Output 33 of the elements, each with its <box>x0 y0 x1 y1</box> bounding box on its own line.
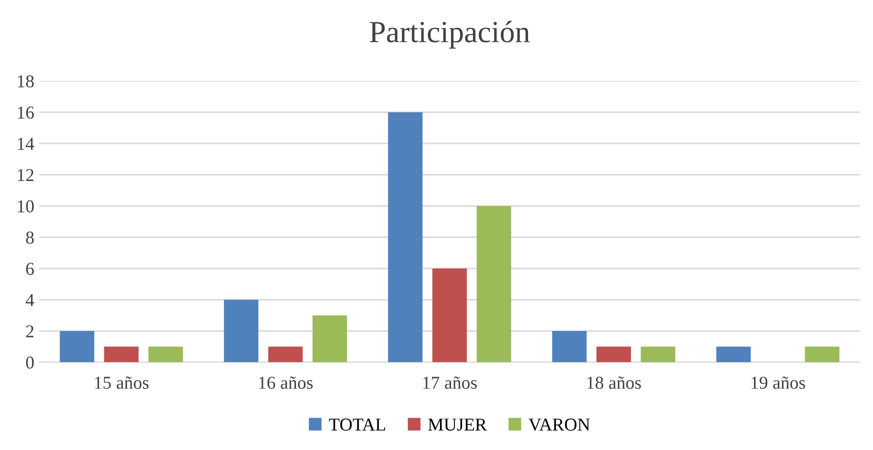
legend-label: TOTAL <box>329 418 386 431</box>
legend-label: VARON <box>528 418 590 431</box>
y-tick-label: 12 <box>18 169 34 182</box>
bar <box>432 268 467 362</box>
y-tick-label: 10 <box>18 200 34 212</box>
y-tick-label: 18 <box>18 75 34 88</box>
bar <box>104 346 139 362</box>
bar <box>60 331 94 362</box>
x-tick-label: 17 años <box>423 376 477 389</box>
y-tick-label: 0 <box>26 356 34 369</box>
y-tick-label: 2 <box>26 325 34 338</box>
bar <box>148 346 183 362</box>
x-tick-label: 16 años <box>259 376 313 389</box>
y-tick-label: 6 <box>26 262 34 275</box>
y-tick-label: 14 <box>18 138 34 150</box>
bar <box>476 206 512 362</box>
y-tick-label: 8 <box>26 232 34 244</box>
x-tick-label: 18 años <box>587 376 641 389</box>
legend-label: MUJER <box>428 418 487 431</box>
chart-title: Participación <box>370 20 530 49</box>
bar <box>224 300 258 362</box>
x-tick-label: 19 años <box>752 376 806 389</box>
y-tick-label: 4 <box>26 294 34 306</box>
bar <box>268 346 303 362</box>
bar <box>596 346 631 362</box>
bar <box>640 346 676 362</box>
bar <box>716 346 751 362</box>
x-tick-label: 15 años <box>95 376 149 389</box>
bar <box>552 331 587 362</box>
bar <box>312 315 348 362</box>
bar <box>804 346 840 362</box>
bar <box>388 112 423 362</box>
y-tick-label: 16 <box>18 106 34 119</box>
